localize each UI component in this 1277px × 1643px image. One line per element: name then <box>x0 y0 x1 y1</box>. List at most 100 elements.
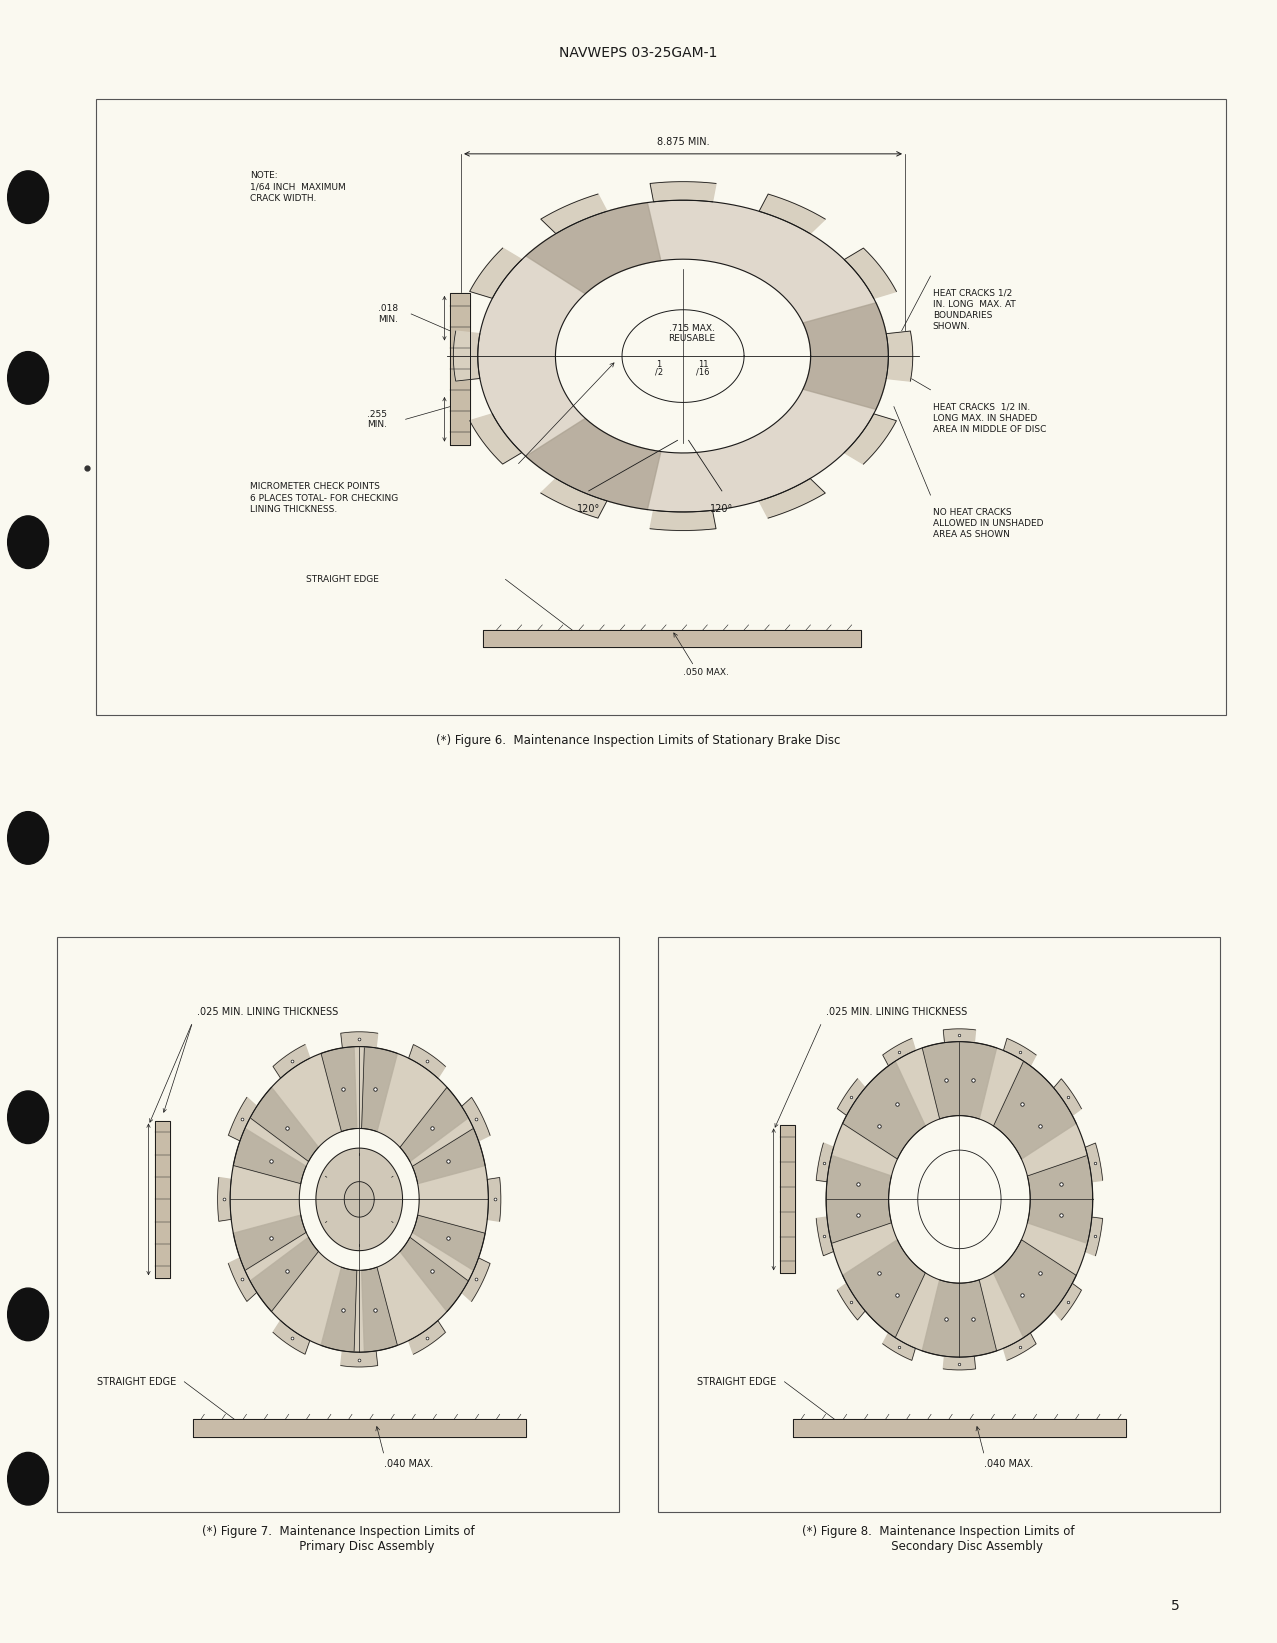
Polygon shape <box>409 1321 446 1354</box>
Circle shape <box>8 516 49 568</box>
Polygon shape <box>250 1088 318 1162</box>
Polygon shape <box>361 1047 397 1132</box>
Polygon shape <box>526 419 661 509</box>
Polygon shape <box>409 1045 446 1078</box>
Text: .025 MIN. LINING THICKNESS: .025 MIN. LINING THICKNESS <box>197 1007 338 1017</box>
Polygon shape <box>412 1129 485 1183</box>
Text: .018
MIN.: .018 MIN. <box>378 304 398 324</box>
Polygon shape <box>341 1351 378 1367</box>
Polygon shape <box>838 1283 866 1319</box>
Polygon shape <box>843 1240 926 1337</box>
Text: .715 MAX.
REUSABLE: .715 MAX. REUSABLE <box>668 324 715 343</box>
Polygon shape <box>155 1121 170 1278</box>
Polygon shape <box>803 302 889 409</box>
Text: HEAT CRACKS  1/2 IN.
LONG MAX. IN SHADED
AREA IN MIDDLE OF DISC: HEAT CRACKS 1/2 IN. LONG MAX. IN SHADED … <box>932 403 1046 434</box>
Polygon shape <box>1054 1283 1082 1319</box>
Polygon shape <box>400 1088 469 1162</box>
Polygon shape <box>882 1038 916 1066</box>
Polygon shape <box>1054 1079 1082 1116</box>
Polygon shape <box>843 1061 926 1158</box>
Polygon shape <box>759 478 825 518</box>
Text: STRAIGHT EDGE: STRAIGHT EDGE <box>97 1377 176 1387</box>
Polygon shape <box>994 1061 1077 1158</box>
Polygon shape <box>412 1216 485 1270</box>
Polygon shape <box>229 1259 257 1301</box>
Text: .040 MAX.: .040 MAX. <box>985 1459 1033 1469</box>
Text: NAVWEPS 03-25GAM-1: NAVWEPS 03-25GAM-1 <box>559 46 718 61</box>
Text: MICROMETER CHECK POINTS
6 PLACES TOTAL- FOR CHECKING
LINING THICKNESS.: MICROMETER CHECK POINTS 6 PLACES TOTAL- … <box>250 483 398 514</box>
Polygon shape <box>1004 1332 1036 1360</box>
Polygon shape <box>922 1042 996 1119</box>
Polygon shape <box>1085 1217 1102 1255</box>
Polygon shape <box>759 194 825 233</box>
Polygon shape <box>321 1267 356 1352</box>
Polygon shape <box>470 414 522 463</box>
Text: (*) Figure 7.  Maintenance Inspection Limits of
               Primary Disc Asse: (*) Figure 7. Maintenance Inspection Lim… <box>202 1525 475 1553</box>
Polygon shape <box>541 478 607 518</box>
Circle shape <box>8 1288 49 1341</box>
Polygon shape <box>361 1267 397 1352</box>
Polygon shape <box>341 1032 378 1048</box>
Polygon shape <box>922 1280 996 1357</box>
Bar <box>96 99 1226 715</box>
Polygon shape <box>273 1045 310 1078</box>
Polygon shape <box>793 1420 1126 1438</box>
Circle shape <box>8 1452 49 1505</box>
Polygon shape <box>944 1029 976 1043</box>
Text: 120°: 120° <box>577 503 600 514</box>
Polygon shape <box>886 330 913 381</box>
Polygon shape <box>462 1098 490 1140</box>
Circle shape <box>8 812 49 864</box>
Polygon shape <box>816 1217 834 1255</box>
Polygon shape <box>315 1148 402 1250</box>
Polygon shape <box>944 1355 976 1370</box>
Polygon shape <box>234 1129 306 1183</box>
Polygon shape <box>882 1332 916 1360</box>
Polygon shape <box>273 1321 310 1354</box>
Polygon shape <box>650 182 716 202</box>
Polygon shape <box>193 1420 526 1438</box>
Polygon shape <box>321 1047 356 1132</box>
Polygon shape <box>1004 1038 1036 1066</box>
Polygon shape <box>450 292 470 445</box>
Polygon shape <box>622 311 744 403</box>
Polygon shape <box>229 1098 257 1140</box>
Polygon shape <box>780 1125 796 1273</box>
Text: 1
/2: 1 /2 <box>655 360 663 376</box>
Text: HEAT CRACKS 1/2
IN. LONG  MAX. AT
BOUNDARIES
SHOWN.: HEAT CRACKS 1/2 IN. LONG MAX. AT BOUNDAR… <box>932 289 1015 330</box>
Polygon shape <box>478 200 889 513</box>
Bar <box>57 937 619 1512</box>
Text: NO HEAT CRACKS
ALLOWED IN UNSHADED
AREA AS SHOWN: NO HEAT CRACKS ALLOWED IN UNSHADED AREA … <box>932 508 1043 539</box>
Bar <box>658 937 1220 1512</box>
Polygon shape <box>994 1240 1077 1337</box>
Polygon shape <box>1085 1144 1102 1181</box>
Text: 11
/16: 11 /16 <box>696 360 710 376</box>
Polygon shape <box>483 629 861 647</box>
Polygon shape <box>453 330 480 381</box>
Polygon shape <box>918 1150 1001 1249</box>
Circle shape <box>8 1091 49 1144</box>
Polygon shape <box>650 511 716 531</box>
Polygon shape <box>844 414 896 463</box>
Text: STRAIGHT EDGE: STRAIGHT EDGE <box>697 1377 776 1387</box>
Polygon shape <box>470 248 522 299</box>
Text: .050 MAX.: .050 MAX. <box>683 667 729 677</box>
Polygon shape <box>826 1155 891 1244</box>
Text: STRAIGHT EDGE: STRAIGHT EDGE <box>305 575 378 583</box>
Text: (*) Figure 8.  Maintenance Inspection Limits of
               Secondary Disc As: (*) Figure 8. Maintenance Inspection Lim… <box>802 1525 1075 1553</box>
Text: 5: 5 <box>1171 1599 1179 1613</box>
Text: 8.875 MIN.: 8.875 MIN. <box>656 136 709 148</box>
Text: .040 MAX.: .040 MAX. <box>384 1459 433 1469</box>
Circle shape <box>8 171 49 223</box>
Text: NOTE:
1/64 INCH  MAXIMUM
CRACK WIDTH.: NOTE: 1/64 INCH MAXIMUM CRACK WIDTH. <box>250 171 346 204</box>
Polygon shape <box>217 1178 231 1221</box>
Polygon shape <box>541 194 607 233</box>
Polygon shape <box>230 1047 488 1352</box>
Polygon shape <box>250 1237 318 1311</box>
Polygon shape <box>816 1144 834 1181</box>
Polygon shape <box>400 1237 469 1311</box>
Text: (*) Figure 6.  Maintenance Inspection Limits of Stationary Brake Disc: (*) Figure 6. Maintenance Inspection Lim… <box>437 734 840 748</box>
Polygon shape <box>234 1216 306 1270</box>
Text: .255
MIN.: .255 MIN. <box>366 409 387 429</box>
Circle shape <box>8 352 49 404</box>
